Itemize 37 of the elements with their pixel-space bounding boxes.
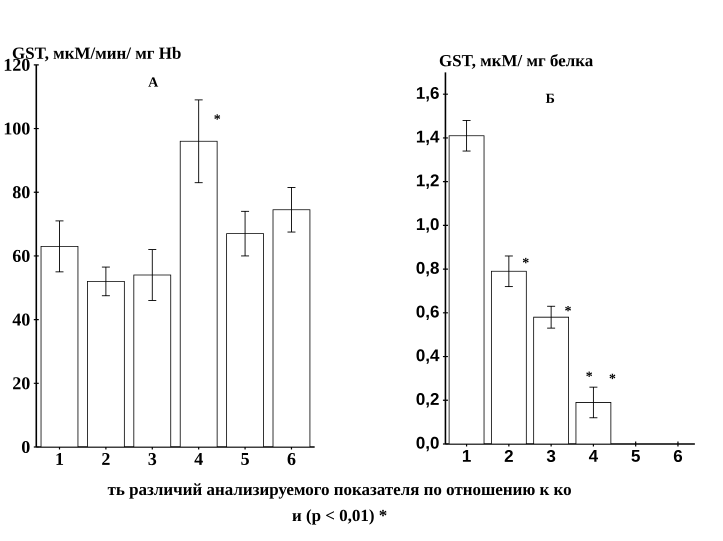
y-tick-label: 0,0	[416, 436, 439, 452]
annotation: *	[610, 374, 616, 380]
text: ть различий анализируемого показателя по отношению к ко	[108, 483, 571, 499]
y-tick-label: 40	[12, 314, 30, 326]
annotation: *	[214, 114, 220, 120]
annotation: *	[565, 306, 571, 312]
x-tick-label: 4	[588, 450, 598, 462]
y-tick-label: 0	[22, 441, 30, 454]
text: А	[148, 78, 158, 87]
y-tick-label: 0,2	[416, 393, 439, 408]
x-tick-label: 5	[631, 450, 640, 462]
x-tick-label: 2	[102, 453, 110, 466]
y-tick-label: 0,4	[416, 349, 440, 364]
x-tick-label: 2	[504, 450, 513, 462]
y-tick-label: 0,6	[416, 306, 439, 320]
text: Б	[546, 94, 554, 104]
text: и (p < 0,01) *	[292, 509, 387, 525]
x-tick-label: 6	[288, 453, 296, 466]
y-tick-label: 1,4	[416, 130, 440, 146]
x-tick-label: 1	[462, 450, 471, 462]
x-tick-label: 6	[674, 450, 682, 462]
annotation: *	[522, 258, 529, 264]
x-tick-label: 4	[194, 453, 203, 465]
y-tick-label: 1,2	[416, 174, 439, 189]
y-tick-label: 20	[13, 377, 30, 390]
annotation: *	[586, 372, 592, 377]
y-tick-label: 1,0	[416, 218, 439, 233]
y-tick-label: 0,8	[416, 262, 439, 276]
x-tick-label: 5	[241, 453, 249, 466]
y-axis-title: GST, мкМ/ мг белка	[440, 54, 593, 69]
x-tick-label: 3	[546, 450, 556, 462]
y-tick-label: 1,6	[416, 87, 439, 102]
x-tick-label: 1	[56, 453, 64, 465]
y-tick-label: 100	[4, 122, 30, 135]
y-tick-label: 60	[12, 250, 30, 262]
x-tick-label: 3	[148, 453, 156, 466]
y-tick-label: 80	[12, 186, 30, 198]
